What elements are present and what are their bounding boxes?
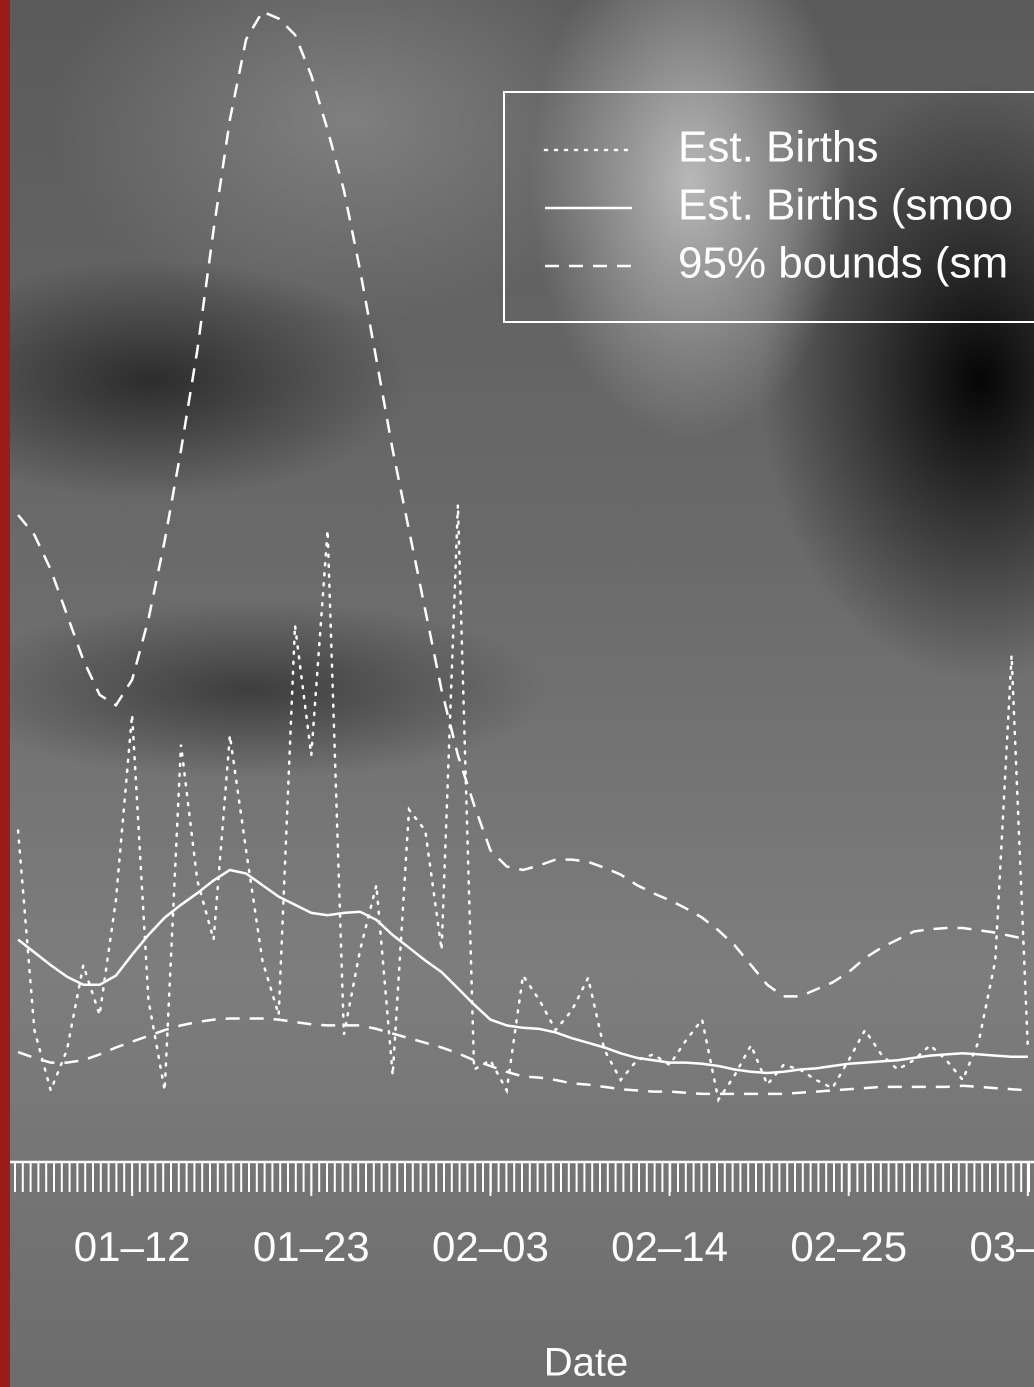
x-tick-label: 02–03 [432,1223,549,1270]
x-tick-label: 03– [969,1223,1034,1270]
x-tick-label: 01–12 [74,1223,191,1270]
legend-box [503,91,1034,323]
left-accent-bar [0,0,10,1387]
legend-label: Est. Births [678,123,879,172]
x-axis-label: Date [544,1341,629,1385]
series-line [17,1017,1028,1096]
series-line [17,868,1028,1075]
legend-label: Est. Births (smoo [678,181,1013,230]
x-tick-label: 01–23 [253,1223,370,1270]
series-line [17,10,1029,998]
legend-label: 95% bounds (sm [678,239,1008,288]
x-tick-label: 02–14 [611,1223,728,1270]
series-line [16,504,1030,1103]
x-tick-label: 02–25 [790,1223,907,1270]
